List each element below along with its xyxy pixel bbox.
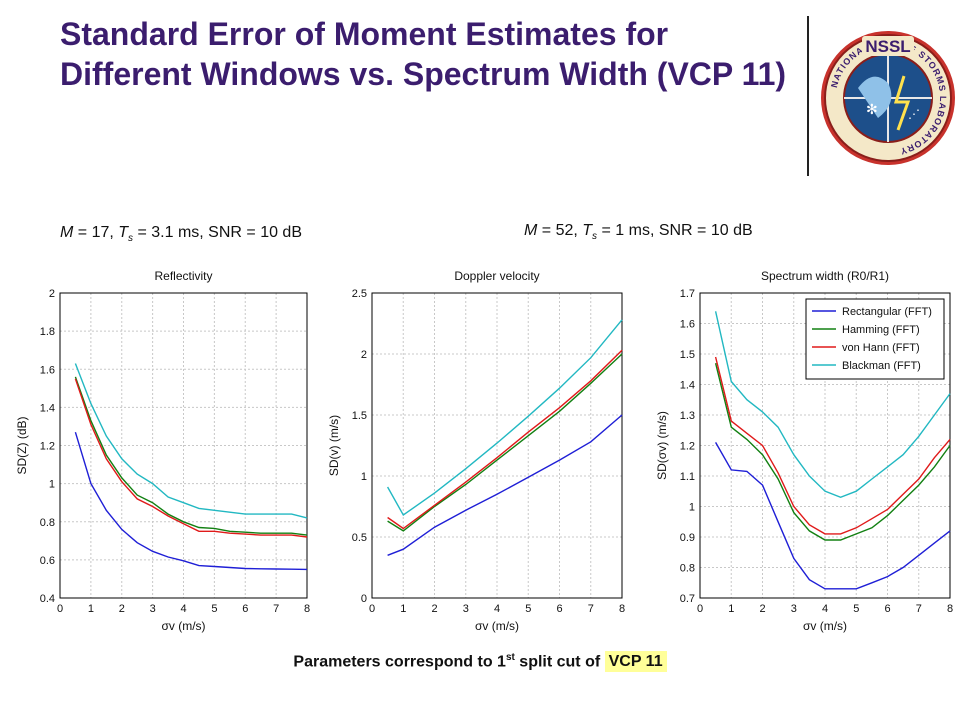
series-line-0 [714,442,951,590]
nssl-logo: ✻ ⋰ NATIONAL SEVERE STORMS LABORATORY NS… [821,31,955,165]
title-divider [807,16,809,176]
chart-1: 0 1 2 3 4 5 6 7 8 0 0.5 1 1.5 2 2.5 Doppler velocity σv … [327,269,625,633]
series-line-3 [386,319,623,517]
snowflake-icon: ✻ [866,101,878,117]
y-tick-label: 1.4 [680,380,695,392]
chart-title: Reflectivity [154,269,212,283]
vcp-highlight: VCP 11 [604,651,667,673]
y-tick-label: 0.5 [352,532,367,544]
right-params: M = 52, Ts = 1 ms, SNR = 10 dB [524,222,753,243]
x-tick-label: 4 [180,603,186,615]
chart-title: Doppler velocity [454,269,539,283]
y-tick-label: 0.4 [40,593,55,605]
x-tick-label: 5 [211,603,217,615]
series-line-2 [387,349,623,530]
y-tick-label: 0.8 [680,563,695,575]
x-tick-label: 5 [853,603,859,615]
x-tick-label: 8 [304,603,310,615]
x-tick-label: 6 [556,603,562,615]
y-tick-label: 2 [361,349,367,361]
x-tick-label: 0 [697,603,703,615]
plot-frame [59,292,308,599]
logo-text: NSSL [865,37,910,56]
series-line-3 [714,311,951,499]
x-tick-label: 8 [947,603,953,615]
y-tick-label: 1 [49,479,55,491]
x-tick-label: 1 [400,603,406,615]
x-tick-label: 2 [759,603,765,615]
y-tick-label: 1.2 [40,441,55,453]
y-tick-label: 1.2 [680,441,695,453]
x-tick-label: 7 [916,603,922,615]
y-tick-label: 0.9 [680,532,695,544]
y-tick-label: 0 [361,593,367,605]
x-tick-label: 3 [150,603,156,615]
y-tick-label: 0.8 [40,517,55,529]
slide-title: Standard Error of Moment Estimates for D… [60,16,787,92]
x-tick-label: 2 [431,603,437,615]
y-tick-label: 1.5 [352,410,367,422]
left-params: M = 17, Ts = 3.1 ms, SNR = 10 dB [60,224,302,245]
x-tick-label: 2 [119,603,125,615]
x-axis-label: σv (m/s) [803,619,847,633]
y-axis-label: SD(Z) (dB) [15,417,29,475]
series-line-0 [387,414,623,556]
footer-note: Parameters correspond to 1st split cut o… [0,651,960,673]
y-tick-label: 1.7 [680,288,695,300]
x-tick-label: 3 [791,603,797,615]
chart-0: 0 1 2 3 4 5 6 7 8 0.4 0.6 0.8 1 1.2 1.4 1.6 1.8 2 Reflecti… [15,269,310,633]
y-tick-label: 1.3 [680,410,695,422]
series-line-2 [74,378,308,538]
x-tick-label: 1 [88,603,94,615]
x-tick-label: 0 [369,603,375,615]
x-tick-label: 3 [463,603,469,615]
x-tick-label: 5 [525,603,531,615]
chart-title: Spectrum width (R0/R1) [761,269,889,283]
y-tick-label: 1.6 [40,364,55,376]
series-line-1 [387,353,623,532]
y-axis-label: SD(σv) (m/s) [655,411,669,480]
legend: Rectangular (FFT) Hamming (FFT) von Hann (… [805,298,945,380]
y-tick-label: 0.6 [40,555,55,567]
y-tick-label: 2 [49,288,55,300]
x-tick-label: 0 [57,603,63,615]
x-tick-label: 6 [242,603,248,615]
y-axis-label: SD(v) (m/s) [327,415,341,476]
legend-label: von Hann (FFT) [842,342,920,354]
series-line-0 [74,431,308,571]
chart-2: 0 1 2 3 4 5 6 7 8 0.7 0.8 0.9 1 1.1 1.2 1.3 1.4 1.5 1.6 1.7… [655,269,953,633]
y-tick-label: 1 [689,502,695,514]
series-line-3 [74,363,308,519]
y-tick-label: 1.6 [680,319,695,331]
y-tick-label: 1 [361,471,367,483]
legend-label: Blackman (FFT) [842,360,921,372]
y-tick-label: 1.4 [40,402,55,414]
plot-frame [371,292,623,599]
x-tick-label: 8 [619,603,625,615]
y-tick-label: 0.7 [680,593,695,605]
series-line-1 [714,363,951,541]
x-tick-label: 4 [822,603,828,615]
series-line-2 [714,356,951,535]
charts-area: 0 1 2 3 4 5 6 7 8 0.4 0.6 0.8 1 1.2 1.4 1.6 1.8 2 Reflecti… [15,269,953,633]
x-axis-label: σv (m/s) [161,619,205,633]
y-tick-label: 1.5 [680,349,695,361]
x-tick-label: 7 [588,603,594,615]
series-line-1 [74,376,308,536]
y-tick-label: 1.1 [680,471,695,483]
x-tick-label: 1 [728,603,734,615]
lightning-icon [893,75,911,131]
legend-label: Rectangular (FFT) [842,306,932,318]
x-tick-label: 6 [884,603,890,615]
legend-label: Hamming (FFT) [842,324,920,336]
x-tick-label: 7 [273,603,279,615]
x-axis-label: σv (m/s) [475,619,519,633]
rain-icon: ⋰ [908,107,920,121]
y-tick-label: 2.5 [352,288,367,300]
y-tick-label: 1.8 [40,326,55,338]
x-tick-label: 4 [494,603,500,615]
